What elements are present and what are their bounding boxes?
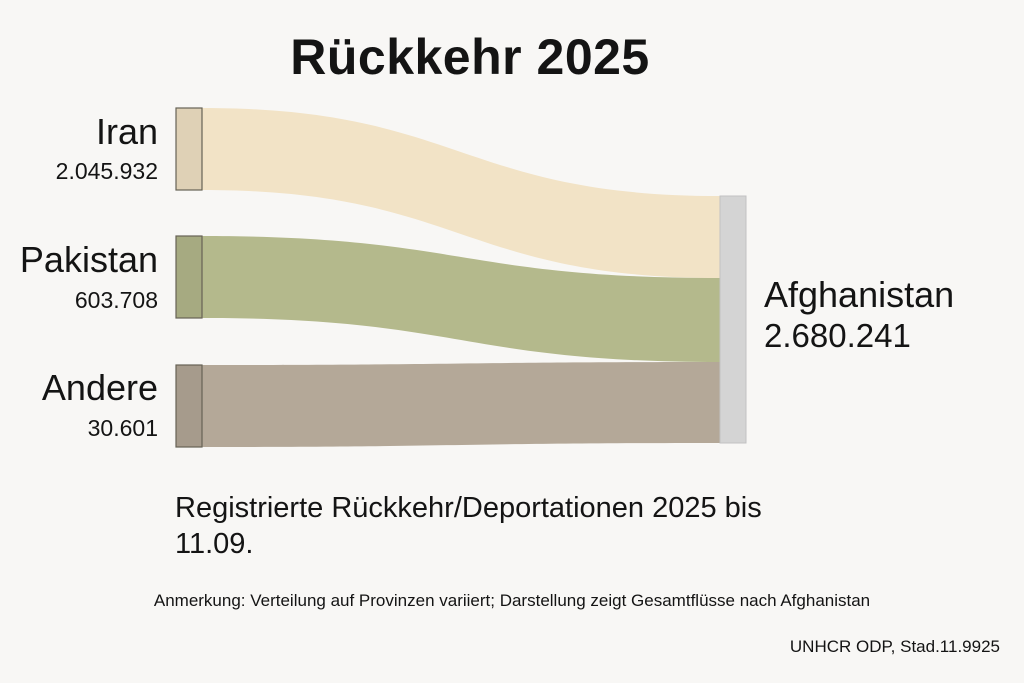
source-label-pakistan: Pakistan <box>19 239 158 280</box>
flow-andere <box>202 362 720 447</box>
source-node-iran <box>175 107 203 191</box>
target-value-afghanistan: 2.680.241 <box>764 317 911 354</box>
source-label-iran: Iran <box>95 111 158 152</box>
source-node-pakistan <box>175 235 203 319</box>
flow-pakistan <box>202 236 720 362</box>
target-node-afghanistan <box>719 195 747 444</box>
chart-subtitle: Registrierte Rückkehr/Deportationen 2025… <box>175 492 762 560</box>
chart-source: UNHCR ODP, Stad.11.9925 <box>789 637 1000 656</box>
source-label-andere: Andere <box>41 367 158 408</box>
target-label-afghanistan: Afghanistan <box>764 274 955 315</box>
source-node-andere <box>175 364 203 448</box>
flow-iran <box>202 108 720 278</box>
source-value-andere: 30.601 <box>87 415 158 441</box>
chart-note: Anmerkung: Verteilung auf Provinzen vari… <box>153 591 871 610</box>
source-value-iran: 2.045.932 <box>55 158 158 184</box>
source-value-pakistan: 603.708 <box>74 287 158 313</box>
chart-title: Rückkehr 2025 <box>290 29 650 85</box>
